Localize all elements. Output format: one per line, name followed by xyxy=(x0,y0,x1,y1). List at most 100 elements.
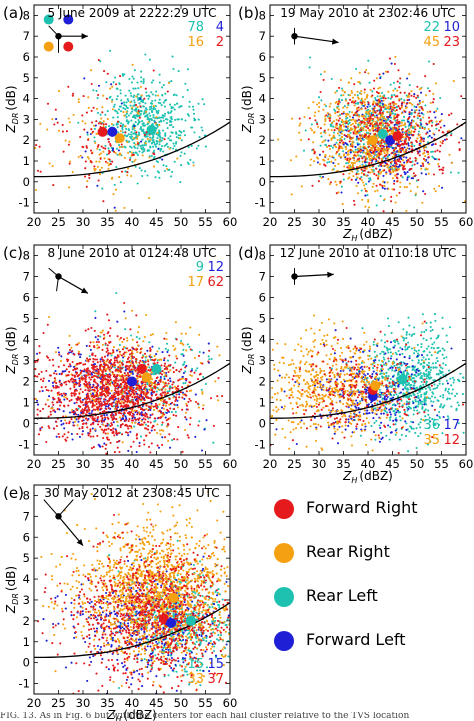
data-point-rear-left xyxy=(160,423,163,426)
data-point-rear-left xyxy=(130,119,133,122)
data-point-rear-left xyxy=(136,147,139,150)
data-point-rear-right xyxy=(356,176,359,179)
data-point-forward-left xyxy=(367,180,370,183)
data-point-forward-left xyxy=(150,402,153,405)
data-point-forward-left xyxy=(391,147,394,150)
data-point-forward-right xyxy=(405,143,408,146)
data-point-forward-right xyxy=(420,136,423,139)
data-point-forward-right xyxy=(66,352,70,355)
data-point-forward-right xyxy=(367,121,370,124)
data-point-forward-left xyxy=(86,131,89,134)
data-point-forward-right xyxy=(428,120,431,123)
data-point-rear-right xyxy=(380,170,383,173)
data-point-forward-left xyxy=(68,411,72,414)
data-point-forward-right xyxy=(364,133,368,136)
data-point-rear-left xyxy=(155,90,158,93)
data-point-rear-left xyxy=(116,153,119,156)
data-point-forward-right xyxy=(392,149,396,152)
data-point-rear-right xyxy=(181,342,184,345)
data-point-rear-right xyxy=(201,390,204,394)
data-point-rear-right xyxy=(361,198,364,201)
data-point-rear-right xyxy=(201,392,204,395)
data-point-forward-right xyxy=(399,77,402,80)
data-point-forward-left xyxy=(52,384,55,387)
data-point-forward-right xyxy=(138,397,141,400)
data-point-forward-left xyxy=(345,151,348,154)
data-point-forward-right xyxy=(68,380,71,383)
data-point-rear-left xyxy=(162,164,165,167)
data-point-forward-right xyxy=(408,92,411,95)
data-point-rear-right xyxy=(277,138,280,141)
data-point-forward-right xyxy=(352,199,356,202)
data-point-forward-right xyxy=(376,177,380,180)
data-point-rear-left xyxy=(432,156,435,159)
data-point-rear-left xyxy=(174,131,178,134)
data-point-rear-left xyxy=(326,161,329,164)
data-point-rear-right xyxy=(133,160,136,163)
data-point-rear-right xyxy=(362,127,365,130)
data-point-forward-right xyxy=(365,125,368,128)
data-point-forward-right xyxy=(393,62,396,66)
data-point-rear-right xyxy=(34,398,37,401)
data-point-rear-right xyxy=(140,94,143,97)
data-point-rear-right xyxy=(396,127,399,130)
data-point-rear-left xyxy=(105,372,108,375)
data-point-forward-right xyxy=(175,369,178,372)
data-point-forward-right xyxy=(376,127,379,130)
data-point-forward-right xyxy=(143,439,146,442)
data-point-rear-left xyxy=(390,94,393,97)
data-point-forward-right xyxy=(366,117,369,120)
data-point-rear-right xyxy=(140,419,143,423)
x-tick-label: 25 xyxy=(51,215,66,229)
data-point-rear-right xyxy=(400,139,403,142)
data-point-forward-right xyxy=(101,417,104,420)
data-point-forward-right xyxy=(76,409,79,412)
data-point-forward-left xyxy=(60,355,63,358)
data-point-rear-right xyxy=(432,92,435,95)
data-point-rear-right xyxy=(427,127,430,131)
data-point-forward-right xyxy=(434,124,437,127)
data-point-forward-right xyxy=(165,366,168,369)
data-point-forward-right xyxy=(374,123,377,126)
data-point-rear-left xyxy=(189,158,192,161)
data-point-rear-left xyxy=(394,119,397,122)
data-point-rear-left xyxy=(198,136,201,139)
data-point-rear-left xyxy=(154,105,157,108)
data-point-forward-right xyxy=(412,172,415,175)
data-point-forward-right xyxy=(340,112,343,115)
data-point-rear-right xyxy=(324,153,327,157)
data-point-forward-right xyxy=(434,143,437,146)
data-point-rear-right xyxy=(368,110,371,113)
data-point-rear-right xyxy=(341,203,344,206)
data-point-rear-right xyxy=(341,89,344,92)
data-point-rear-right xyxy=(360,179,363,182)
data-point-rear-right xyxy=(360,90,363,93)
data-point-rear-right xyxy=(71,408,74,411)
data-point-forward-right xyxy=(119,124,122,127)
data-point-rear-right xyxy=(331,155,334,158)
data-point-rear-right xyxy=(365,167,368,170)
data-point-rear-left xyxy=(183,152,186,155)
data-point-rear-right xyxy=(407,128,410,131)
data-point-rear-right xyxy=(141,361,144,364)
data-point-rear-left xyxy=(150,91,153,94)
data-point-rear-right xyxy=(106,383,109,386)
data-point-rear-left xyxy=(149,114,152,117)
data-point-rear-left xyxy=(377,164,380,167)
data-point-forward-right xyxy=(97,93,100,97)
data-point-rear-right xyxy=(65,396,68,399)
data-point-forward-right xyxy=(383,155,386,158)
data-point-forward-right xyxy=(112,383,115,386)
data-point-rear-right xyxy=(375,155,378,158)
data-point-rear-left xyxy=(357,123,360,126)
data-point-rear-right xyxy=(347,153,350,156)
data-point-forward-left xyxy=(178,393,181,396)
data-point-rear-left xyxy=(171,170,174,173)
data-point-rear-left xyxy=(180,164,183,167)
data-point-rear-right xyxy=(426,110,429,114)
data-point-forward-right xyxy=(159,416,163,419)
data-point-forward-left xyxy=(91,409,94,413)
data-point-rear-right xyxy=(403,150,406,154)
data-point-forward-right xyxy=(49,410,52,413)
data-point-rear-right xyxy=(106,432,109,435)
